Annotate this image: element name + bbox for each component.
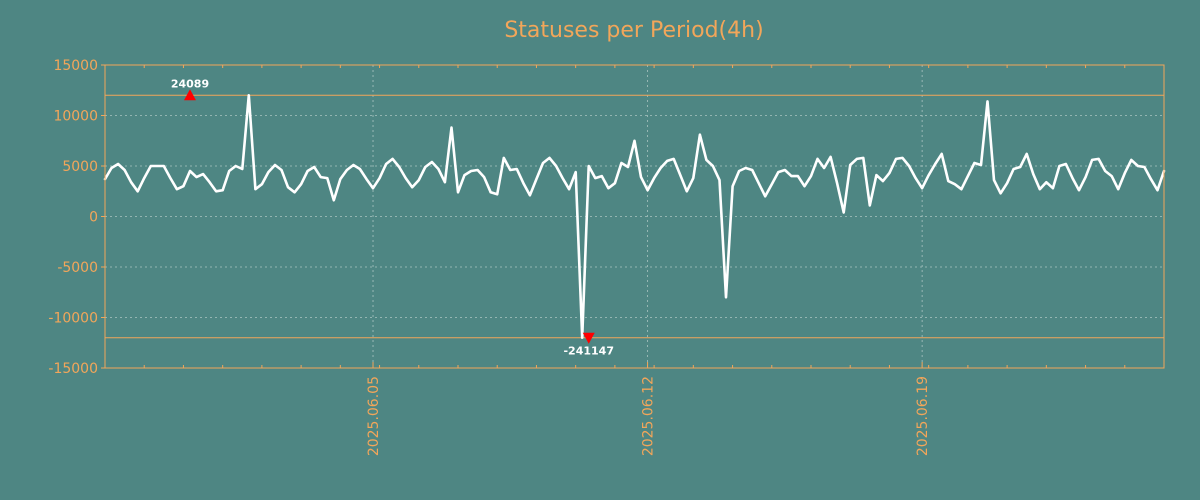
y-tick-label: 0 (89, 210, 98, 226)
x-axis-ticks: 2025.06.05 2025.06.12 2025.06.19 (104, 65, 1165, 456)
clip-lines (105, 94, 1164, 339)
y-tick-label: -5000 (57, 260, 98, 276)
annotation-label: 24089 (171, 77, 209, 90)
x-tick-label: 2025.06.19 (915, 376, 931, 456)
x-tick-label: 2025.06.05 (366, 376, 382, 456)
max-marker-icon (183, 89, 196, 101)
annotations: 24089 -241147 (171, 77, 614, 357)
y-axis-ticks: 15000 10000 5000 0 -5000 -10000 -15000 (48, 58, 105, 377)
chart-title: Statuses per Period(4h) (504, 18, 763, 43)
min-marker-icon (582, 332, 595, 344)
grid-layer (105, 65, 1164, 368)
y-tick-label: -15000 (48, 361, 98, 377)
y-tick-label: 5000 (62, 159, 98, 175)
y-tick-label: 10000 (53, 109, 98, 125)
annotation-label: -241147 (563, 345, 614, 358)
y-tick-label: 15000 (53, 58, 98, 74)
y-tick-label: -10000 (48, 311, 98, 327)
series-line (103, 94, 1166, 340)
series-layer (103, 94, 1166, 340)
x-tick-label: 2025.06.12 (641, 376, 657, 456)
